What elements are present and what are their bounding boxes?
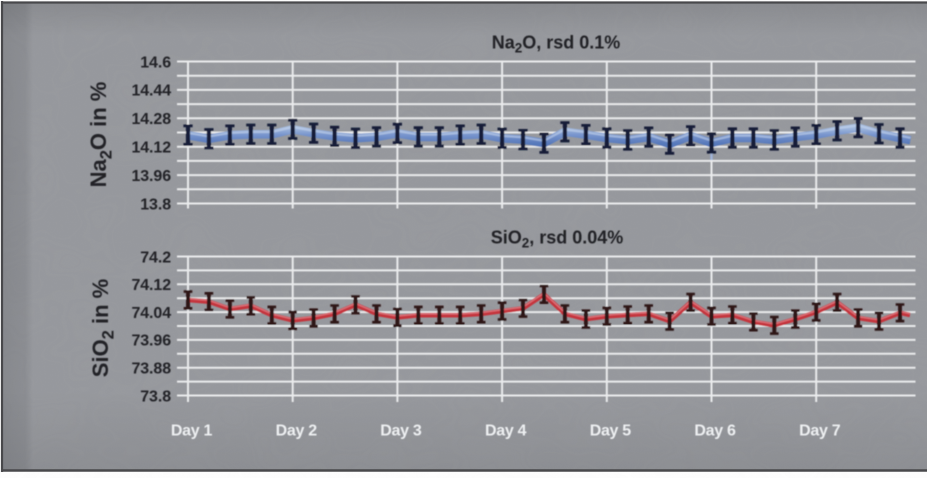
svg-text:Na2O in %: Na2O in % [86,82,116,188]
svg-text:Day 2: Day 2 [276,423,318,440]
svg-text:Day 3: Day 3 [380,423,422,440]
svg-text:Day 7: Day 7 [799,423,841,440]
svg-text:Day 1: Day 1 [171,423,213,440]
svg-text:74.04: 74.04 [131,305,171,322]
svg-text:Na2O, rsd 0.1%: Na2O, rsd 0.1% [492,33,621,56]
svg-text:14.28: 14.28 [131,111,171,128]
svg-text:14.44: 14.44 [131,83,171,100]
svg-text:73.88: 73.88 [131,361,171,378]
svg-text:74.12: 74.12 [131,277,171,294]
svg-text:14.6: 14.6 [140,54,171,71]
svg-text:SiO2, rsd 0.04%: SiO2, rsd 0.04% [491,228,624,251]
svg-text:Day 4: Day 4 [485,423,527,440]
svg-text:73.8: 73.8 [140,388,171,405]
svg-text:73.96: 73.96 [131,333,171,350]
svg-text:13.96: 13.96 [131,168,171,185]
svg-text:Day 5: Day 5 [590,423,632,440]
svg-text:14.12: 14.12 [131,140,171,157]
svg-text:74.2: 74.2 [140,249,171,266]
svg-text:Day 6: Day 6 [694,423,736,440]
svg-text:13.8: 13.8 [140,196,171,213]
svg-text:SiO2 in %: SiO2 in % [88,279,118,377]
